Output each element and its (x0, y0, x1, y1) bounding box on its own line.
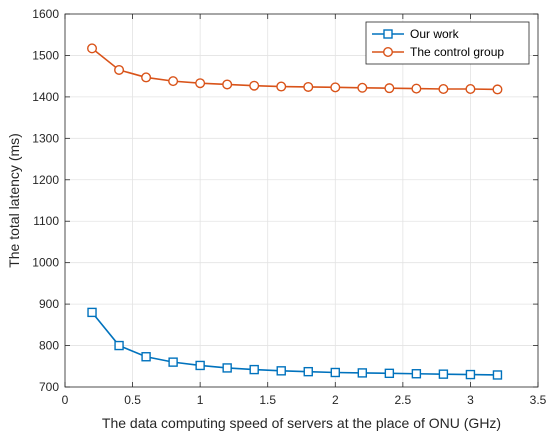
data-point (168, 357, 178, 367)
y-tick-label: 1300 (32, 131, 59, 145)
data-point (222, 363, 232, 373)
legend-item: The control group (372, 45, 504, 59)
data-point (438, 84, 449, 95)
x-tick-label: 0.5 (124, 393, 141, 407)
x-tick-label: 1.5 (259, 393, 276, 407)
y-tick-label: 900 (39, 297, 59, 311)
y-axis: 700 800 900 1000 1100 1200 1300 1400 1500 1600 (32, 7, 538, 394)
y-tick-label: 1000 (32, 256, 59, 270)
x-tick-label: 0 (62, 393, 69, 407)
data-point (87, 43, 98, 54)
x-axis-label: The data computing speed of servers at t… (102, 415, 501, 431)
x-axis: 0 0.5 1 1.5 2 2.5 3 3.5 (62, 14, 547, 407)
data-point (411, 369, 422, 379)
data-point (195, 360, 205, 371)
y-tick-label: 1400 (32, 90, 59, 104)
legend: Our work The control group (365, 21, 530, 65)
data-point (330, 82, 341, 93)
series-line (91, 311, 498, 376)
legend-label: Our work (410, 27, 460, 41)
y-tick-label: 1500 (32, 48, 59, 62)
data-point (465, 84, 476, 95)
series-1 (87, 43, 503, 95)
data-point (492, 84, 503, 95)
y-axis-label: The total latency (ms) (6, 133, 22, 268)
legend-label: The control group (410, 45, 504, 59)
data-point (114, 64, 125, 75)
data-point (438, 369, 449, 379)
x-tick-label: 3.5 (530, 393, 547, 407)
data-point (114, 340, 124, 351)
legend-box (365, 21, 530, 65)
plot-area (65, 14, 538, 387)
y-tick-label: 700 (39, 380, 59, 394)
data-point (357, 82, 368, 93)
data-point (384, 83, 395, 94)
plot-frame (64, 13, 539, 388)
x-tick-label: 2 (332, 393, 339, 407)
data-point (303, 366, 313, 377)
data-point (465, 369, 476, 380)
legend-marker (383, 29, 393, 39)
y-tick-label: 1100 (33, 214, 59, 228)
y-tick-label: 800 (39, 339, 59, 353)
data-point (87, 307, 97, 318)
data-point (222, 79, 233, 90)
data-point (276, 81, 287, 92)
x-tick-label: 3 (467, 393, 474, 407)
data-point (195, 78, 206, 89)
data-point (330, 367, 340, 378)
legend-item: Our work (372, 27, 460, 41)
series-layer (87, 43, 503, 380)
legend-marker (383, 47, 394, 58)
series-0 (87, 307, 503, 380)
data-point (249, 364, 259, 375)
x-tick-label: 2.5 (395, 393, 412, 407)
data-point (141, 352, 151, 362)
data-point (411, 83, 422, 94)
data-point (168, 76, 179, 87)
data-point (357, 368, 368, 378)
data-point (249, 80, 260, 91)
data-point (276, 366, 286, 376)
data-point (492, 370, 503, 380)
data-point (384, 368, 395, 379)
y-tick-label: 1600 (32, 7, 59, 21)
data-point (303, 81, 314, 92)
series-line (91, 47, 498, 91)
y-tick-label: 1200 (32, 173, 59, 187)
data-point (141, 72, 152, 83)
x-tick-label: 1 (197, 393, 204, 407)
